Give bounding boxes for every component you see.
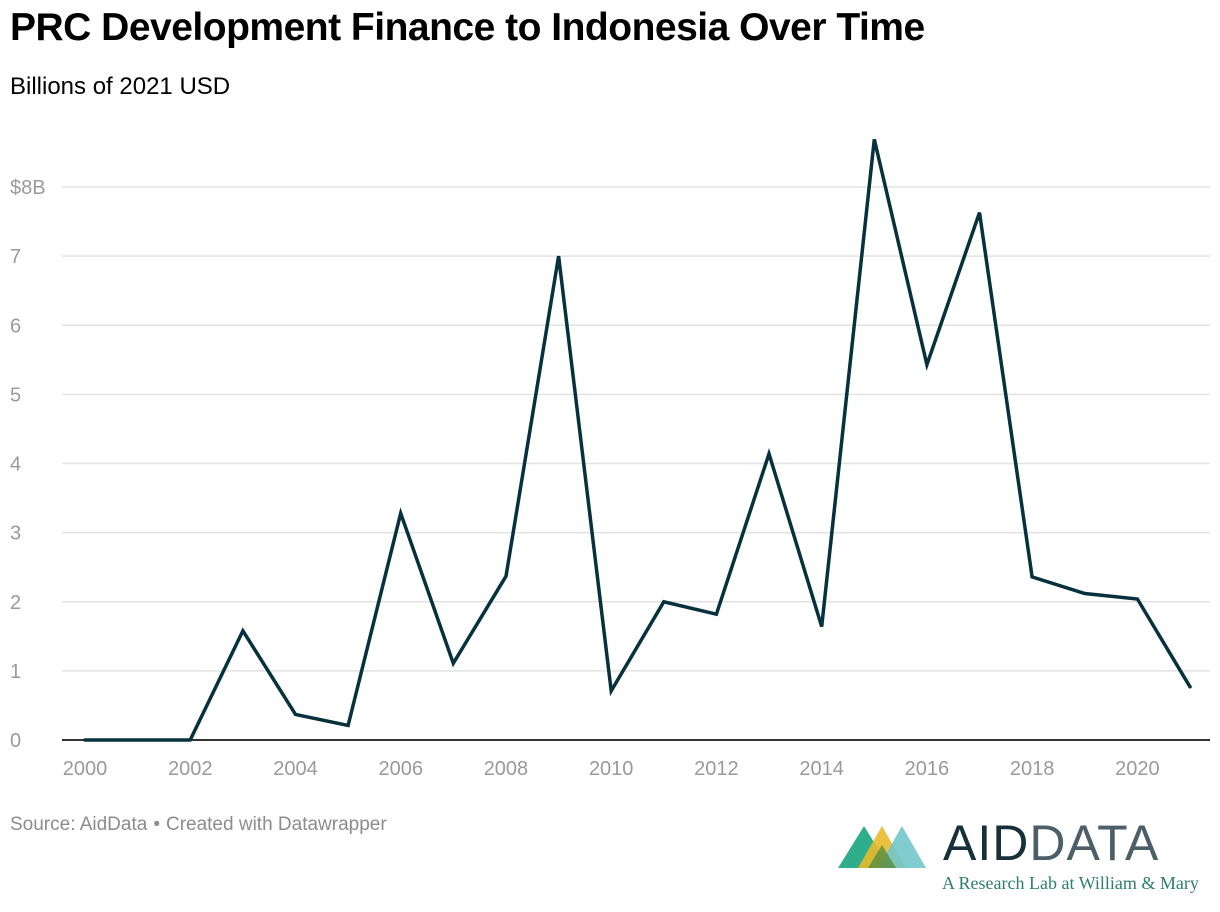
y-tick-label: 2 bbox=[10, 592, 21, 614]
logo-mark-icon bbox=[838, 826, 926, 868]
y-tick-label: 0 bbox=[10, 730, 21, 752]
x-tick-label: 2006 bbox=[378, 758, 423, 780]
y-tick-label: 6 bbox=[10, 315, 21, 337]
chart-title: PRC Development Finance to Indonesia Ove… bbox=[10, 6, 925, 49]
x-tick-label: 2012 bbox=[694, 758, 739, 780]
x-tick-label: 2018 bbox=[1010, 758, 1055, 780]
x-tick-label: 2008 bbox=[484, 758, 529, 780]
x-tick-label: 2002 bbox=[168, 758, 213, 780]
gridlines bbox=[62, 186, 1210, 741]
y-tick-label: 4 bbox=[10, 454, 21, 476]
chart-subtitle: Billions of 2021 USD bbox=[10, 73, 231, 100]
footer-separator: • bbox=[153, 814, 160, 835]
x-axis-ticks: 2000 2002 2004 2006 2008 2010 2012 2014 2016 2018… bbox=[63, 758, 1160, 780]
source-text: Source: AidData bbox=[10, 814, 148, 835]
y-tick-label: 7 bbox=[10, 246, 21, 268]
x-tick-label: 2004 bbox=[273, 758, 318, 780]
logo-wordmark: AIDDATA bbox=[943, 818, 1159, 868]
y-tick-label: $8B bbox=[10, 177, 46, 199]
x-tick-label: 2020 bbox=[1115, 758, 1160, 780]
series-layer bbox=[83, 138, 1192, 742]
x-tick-label: 2010 bbox=[589, 758, 634, 780]
y-axis-ticks: 0 1 2 3 4 5 6 7 $8B bbox=[10, 177, 46, 752]
logo-word-data: DATA bbox=[1029, 815, 1160, 871]
x-tick-label: 2016 bbox=[905, 758, 950, 780]
x-tick-label: 2000 bbox=[63, 758, 108, 780]
footer-source: Source: AidData • Created with Datawrapper bbox=[10, 814, 387, 836]
y-tick-label: 5 bbox=[10, 384, 21, 406]
series-line bbox=[83, 138, 1192, 742]
x-tick-label: 2014 bbox=[799, 758, 844, 780]
logo-word-aid: AID bbox=[943, 815, 1030, 871]
line-chart: 0 1 2 3 4 5 6 7 $8B 2000 2002 2004 2006 2008 2010 2012… bbox=[10, 138, 1210, 780]
credit-text: Created with Datawrapper bbox=[165, 814, 387, 835]
logo-tagline: A Research Lab at William & Mary bbox=[942, 873, 1199, 893]
aiddata-logo: AIDDATA A Research Lab at William & Mary bbox=[838, 818, 1210, 896]
y-tick-label: 1 bbox=[10, 661, 21, 683]
y-tick-label: 3 bbox=[10, 523, 21, 545]
